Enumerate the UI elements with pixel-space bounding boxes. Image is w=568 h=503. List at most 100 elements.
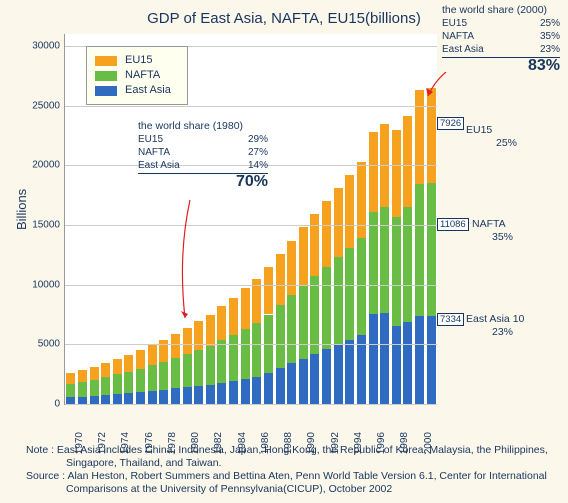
bar-segment-nafta xyxy=(392,217,401,327)
ytick-label: 25000 xyxy=(12,100,60,111)
xtick-label: 2000 xyxy=(423,432,434,454)
bar-segment-eu15 xyxy=(171,334,180,358)
bar-segment-east-asia xyxy=(276,368,285,404)
bar-segment-nafta xyxy=(345,248,354,340)
bar-segment-east-asia xyxy=(217,383,226,404)
bar-segment-eu15 xyxy=(264,267,273,315)
gridline xyxy=(65,344,437,345)
gridline xyxy=(65,106,437,107)
legend-label: EU15 xyxy=(125,53,153,68)
bar-segment-east-asia xyxy=(322,349,331,404)
legend-label: East Asia xyxy=(125,83,171,98)
bar-segment-nafta xyxy=(334,257,343,344)
xtick-label: 1998 xyxy=(399,432,410,454)
xtick-label: 1974 xyxy=(120,432,131,454)
bar-segment-nafta xyxy=(206,346,215,385)
share-row: East Asia14% xyxy=(138,159,268,172)
bar-segment-east-asia xyxy=(148,391,157,404)
bar-segment-east-asia xyxy=(206,385,215,404)
bar-segment-eu15 xyxy=(287,241,296,296)
share-1980-total: 70% xyxy=(138,173,268,188)
share-row: NAFTA27% xyxy=(138,146,268,159)
bar-segment-east-asia xyxy=(78,397,87,404)
bar-segment-nafta xyxy=(357,238,366,335)
gridline xyxy=(65,285,437,286)
bar-segment-nafta xyxy=(124,372,133,393)
bar-segment-eu15 xyxy=(136,350,145,369)
legend-label: NAFTA xyxy=(125,68,160,83)
bar-segment-eu15 xyxy=(217,306,226,340)
bar-segment-east-asia xyxy=(334,344,343,404)
xtick-label: 1978 xyxy=(167,432,178,454)
legend-item: East Asia xyxy=(95,83,171,98)
right-label-eu15: EU15 25% xyxy=(466,124,517,150)
bar-segment-east-asia xyxy=(101,395,110,404)
bar-segment-nafta xyxy=(136,369,145,392)
bar-segment-eu15 xyxy=(334,188,343,257)
bar-segment-eu15 xyxy=(392,130,401,217)
bar-segment-nafta xyxy=(159,362,168,390)
bar-segment-eu15 xyxy=(78,370,87,382)
bar-segment-nafta xyxy=(183,354,192,387)
legend-swatch-east-asia xyxy=(95,86,117,96)
bar-segment-eu15 xyxy=(369,132,378,212)
source-line: Source : Alan Heston, Robert Summers and… xyxy=(26,470,554,496)
bar-segment-east-asia xyxy=(136,392,145,404)
share-2000-total: 83% xyxy=(442,57,560,72)
legend-item: EU15 xyxy=(95,53,171,68)
bar-segment-eu15 xyxy=(90,367,99,380)
bar-segment-eu15 xyxy=(229,298,238,335)
bar-segment-east-asia xyxy=(392,326,401,404)
bar-segment-nafta xyxy=(90,380,99,396)
bar-segment-nafta xyxy=(66,384,75,398)
xtick-label: 1984 xyxy=(237,432,248,454)
bar-segment-nafta xyxy=(101,377,110,395)
bar-segment-eu15 xyxy=(66,373,75,384)
right-label-nafta: NAFTA 35% xyxy=(472,218,513,244)
bar-segment-nafta xyxy=(380,207,389,313)
figure-container: GDP of East Asia, NAFTA, EU15(billions) … xyxy=(0,0,568,503)
xtick-label: 1996 xyxy=(376,432,387,454)
bar-segment-eu15 xyxy=(345,175,354,248)
bar-segment-eu15 xyxy=(124,355,133,372)
bar-segment-east-asia xyxy=(171,388,180,404)
share-1980-box: the world share (1980) EU1529% NAFTA27% … xyxy=(138,120,268,188)
bar-segment-eu15 xyxy=(299,227,308,285)
right-label-east-asia: East Asia 10 23% xyxy=(466,313,524,339)
bar-segment-eu15 xyxy=(241,288,250,329)
bar-segment-nafta xyxy=(229,335,238,382)
ytick-label: 10000 xyxy=(12,279,60,290)
legend-swatch-nafta xyxy=(95,71,117,81)
ytick-label: 20000 xyxy=(12,160,60,171)
bar-segment-nafta xyxy=(194,350,203,386)
bar-segment-east-asia xyxy=(241,379,250,404)
bar-segment-east-asia xyxy=(299,359,308,404)
bar-segment-eu15 xyxy=(276,254,285,305)
bar-segment-eu15 xyxy=(322,201,331,267)
bar-segment-eu15 xyxy=(113,359,122,375)
bar-segment-east-asia xyxy=(369,314,378,404)
ytick-label: 5000 xyxy=(12,339,60,350)
legend: EU15 NAFTA East Asia xyxy=(86,46,188,105)
xtick-label: 1994 xyxy=(353,432,364,454)
bar-segment-east-asia xyxy=(380,313,389,404)
gridline xyxy=(65,404,437,405)
share-2000-box: the world share (2000) EU1525% NAFTA35% … xyxy=(442,4,560,72)
bar-segment-eu15 xyxy=(403,116,412,207)
bar-segment-eu15 xyxy=(357,162,366,238)
legend-item: NAFTA xyxy=(95,68,171,83)
bar-segment-east-asia xyxy=(124,393,133,404)
bar-segment-eu15 xyxy=(415,90,424,185)
bar-segment-nafta xyxy=(310,276,319,354)
bar-segment-eu15 xyxy=(427,88,436,183)
bar-segment-eu15 xyxy=(206,315,215,346)
bar-segment-nafta xyxy=(369,212,378,315)
xtick-label: 1986 xyxy=(260,432,271,454)
share-1980-header: the world share (1980) xyxy=(138,120,268,133)
bar-segment-nafta xyxy=(299,286,308,359)
value-box-nafta: 11086 xyxy=(437,218,469,231)
ytick-label: 30000 xyxy=(12,40,60,51)
legend-swatch-eu15 xyxy=(95,56,117,66)
bar-segment-east-asia xyxy=(264,373,273,404)
gridline xyxy=(65,225,437,226)
